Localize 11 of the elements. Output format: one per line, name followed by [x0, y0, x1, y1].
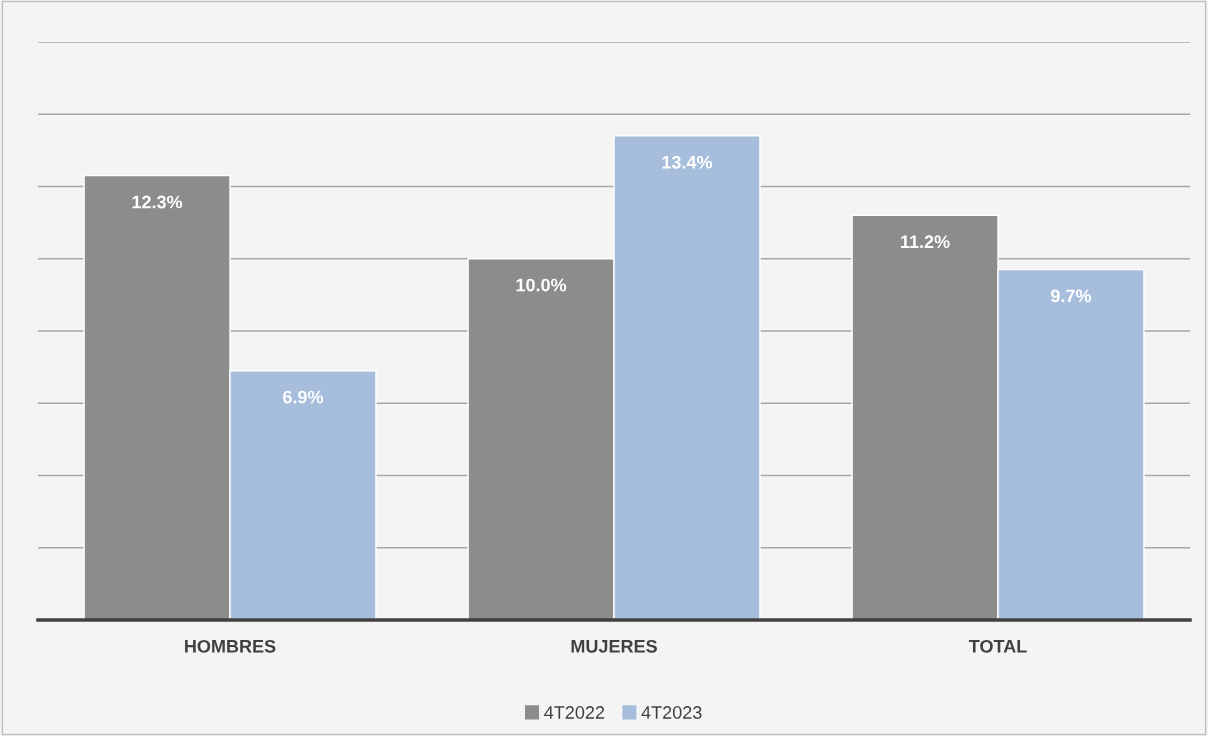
legend-label: 4T2022: [544, 706, 605, 719]
legend-label: 4T2023: [641, 706, 702, 719]
data-label: 13.4%: [662, 155, 713, 169]
data-label: 12.3%: [132, 195, 183, 209]
data-label: 6.9%: [283, 390, 324, 404]
x-tick-label: MUJERES: [571, 639, 657, 653]
data-label: 10.0%: [516, 278, 567, 292]
data-label: 9.7%: [1051, 289, 1092, 303]
x-tick-label: TOTAL: [968, 639, 1027, 653]
x-tick-label: HOMBRES: [185, 639, 276, 653]
data-label: 11.2%: [901, 235, 950, 249]
